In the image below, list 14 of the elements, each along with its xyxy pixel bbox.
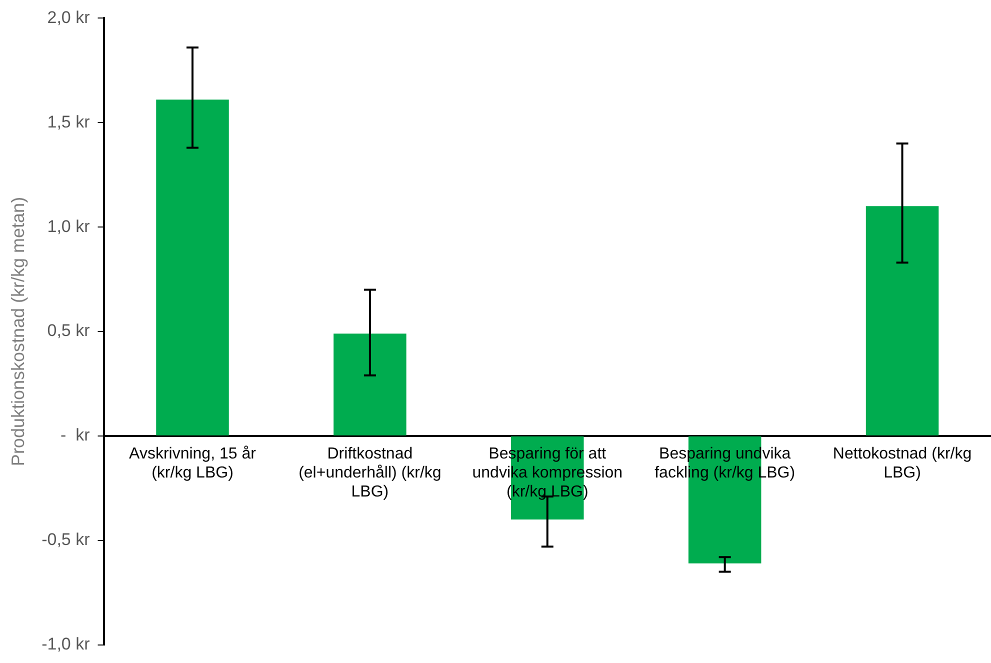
y-tick-label: 0,5 kr [47,321,90,340]
x-tick-label: Avskrivning, 15 år (kr/kg LBG) [129,445,257,482]
x-tick-label: Driftkostnad (el+underhåll) (kr/kg LBG) [298,445,442,500]
bar [156,100,229,436]
bar [334,334,406,436]
y-tick-label: 2,0 kr [47,8,90,27]
bar [866,206,939,436]
y-tick-label: 1,5 kr [47,112,90,132]
y-axis-title: Produktionskostnad (kr/kg metan) [8,196,28,466]
y-tick-label: -0,5 kr [42,530,90,550]
y-tick-label: 1,0 kr [47,216,90,236]
y-tick-label: - kr [60,426,90,445]
y-tick-label: -1,0 kr [42,634,90,654]
x-tick-label: Nettokostnad (kr/kg LBG) [832,445,972,482]
